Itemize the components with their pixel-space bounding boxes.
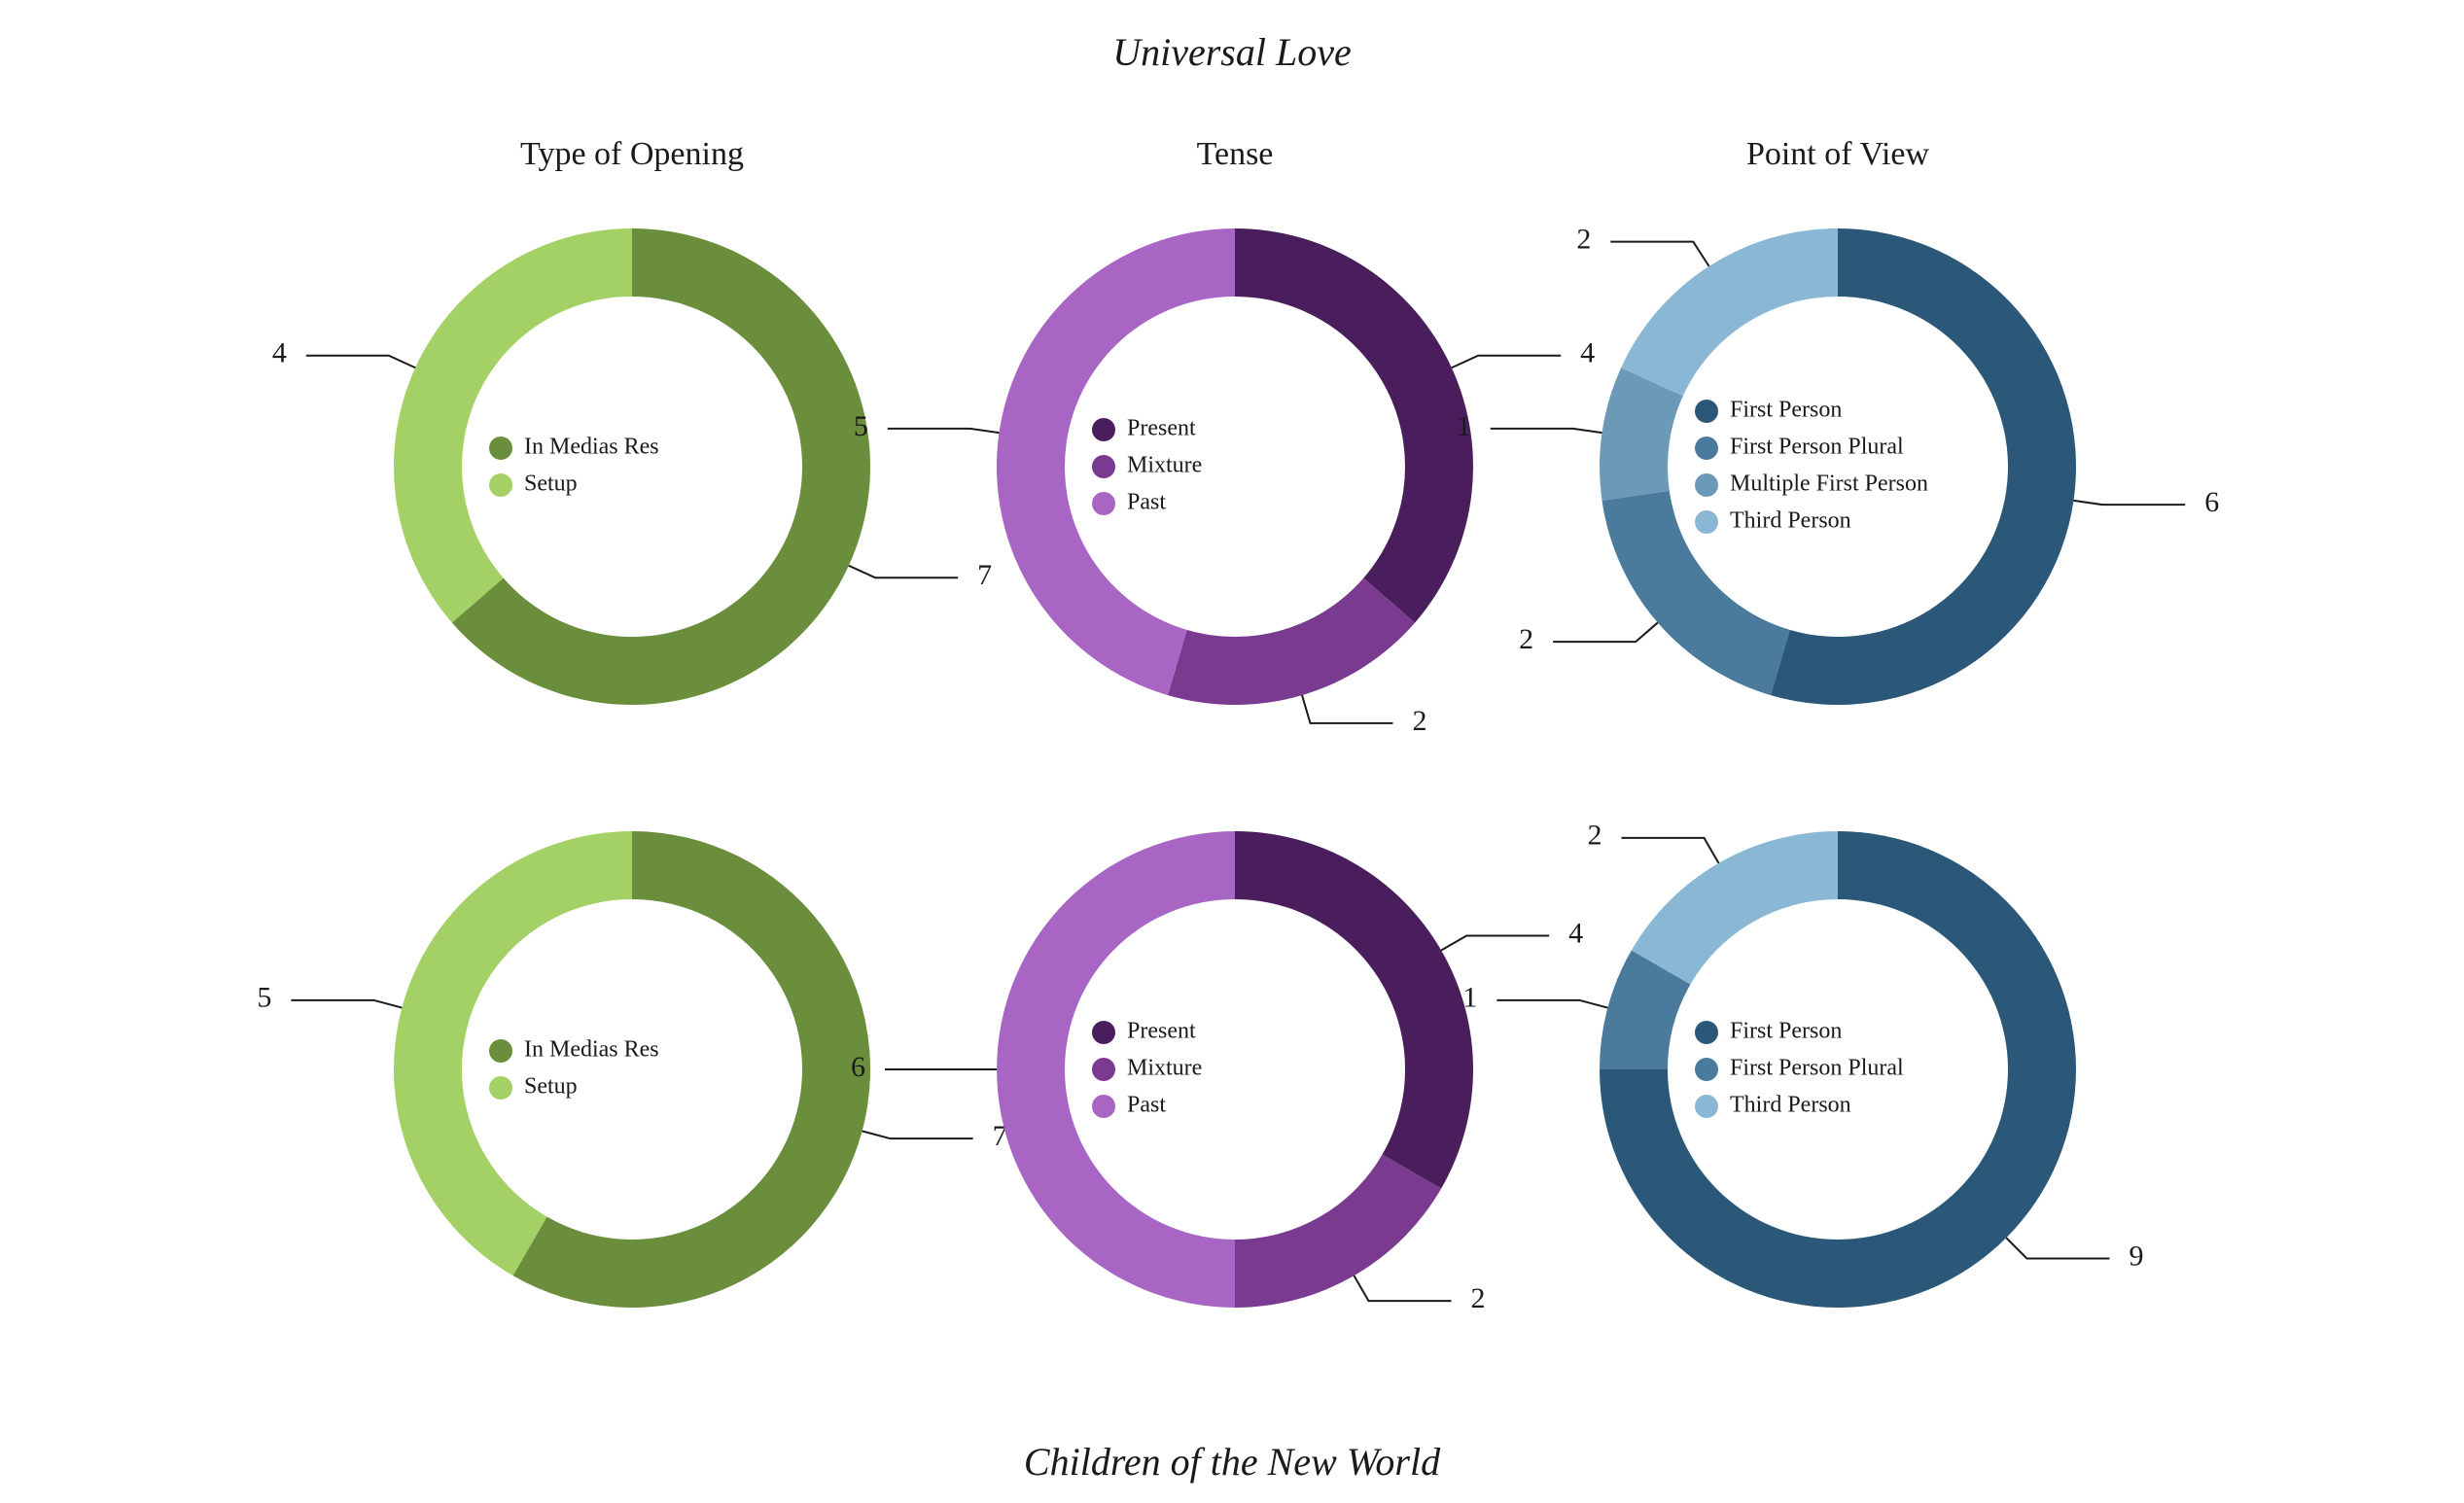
- legend-dot: [489, 473, 512, 497]
- callout-value: 4: [272, 337, 287, 369]
- donut-slice: [1235, 228, 1473, 622]
- legend-label: Setup: [524, 1074, 578, 1100]
- legend-label: Mixture: [1127, 453, 1202, 478]
- legend-dot: [1695, 510, 1718, 534]
- legend-label: Third Person: [1730, 1093, 1851, 1118]
- callout-value: 2: [1588, 820, 1602, 852]
- callout-value: 9: [2129, 1240, 2143, 1272]
- callout-line: [291, 1000, 402, 1008]
- legend-dot: [1092, 455, 1115, 478]
- legend-label: First Person Plural: [1730, 435, 1904, 460]
- donut-slice: [394, 228, 632, 622]
- donut-slice: [1771, 228, 2076, 705]
- callout-line: [1491, 429, 1602, 433]
- page-title-top: Universal Love: [0, 29, 2464, 75]
- callout-value: 5: [257, 982, 271, 1014]
- donut-universal-love-tense: 425PresentMixturePast: [895, 165, 1575, 768]
- callout-line: [888, 429, 1000, 433]
- page-title-bottom: Children of the New World: [0, 1439, 2464, 1485]
- callout-line: [306, 356, 415, 367]
- legend-dot: [1092, 1058, 1115, 1081]
- donut-universal-love-point-of-view: 6212First PersonFirst Person PluralMulti…: [1497, 165, 2178, 768]
- donut-slice: [1632, 831, 1838, 985]
- legend-dot: [1695, 1058, 1718, 1081]
- legend-label: First Person Plural: [1730, 1056, 1904, 1081]
- legend-label: In Medias Res: [524, 435, 659, 460]
- donut-children-new-world-tense: 426PresentMixturePast: [895, 768, 1575, 1371]
- legend-label: Present: [1127, 1019, 1196, 1044]
- callout-value: 2: [1412, 705, 1426, 737]
- legend-label: Third Person: [1730, 508, 1851, 534]
- callout-value: 2: [1576, 224, 1591, 256]
- legend-dot: [489, 1039, 512, 1063]
- donut-children-new-world-point-of-view: 912First PersonFirst Person PluralThird …: [1497, 768, 2178, 1371]
- legend-label: First Person: [1730, 1019, 1842, 1044]
- legend-label: Mixture: [1127, 1056, 1202, 1081]
- legend-dot: [489, 1076, 512, 1100]
- callout-line: [2074, 501, 2186, 505]
- donut-slice: [1168, 578, 1415, 705]
- legend-dot: [1695, 1021, 1718, 1044]
- legend-label: Setup: [524, 472, 578, 497]
- callout-line: [1610, 242, 1708, 266]
- legend-label: Multiple First Person: [1730, 472, 1928, 497]
- callout-value: 2: [1471, 1282, 1486, 1314]
- callout-value: 6: [851, 1051, 865, 1083]
- donut-slice: [1235, 831, 1473, 1189]
- legend-dot: [1092, 492, 1115, 515]
- callout-line: [2006, 1238, 2109, 1258]
- callout-line: [1622, 838, 1719, 863]
- legend-dot: [1092, 418, 1115, 441]
- legend-dot: [1695, 400, 1718, 423]
- legend-dot: [1695, 1095, 1718, 1118]
- callout-line: [1496, 1000, 1607, 1008]
- legend-label: In Medias Res: [524, 1037, 659, 1063]
- donut-universal-love-type-of-opening: 74In Medias ResSetup: [292, 165, 972, 768]
- callout-value: 6: [2204, 486, 2219, 518]
- donut-children-new-world-type-of-opening: 75In Medias ResSetup: [292, 768, 972, 1371]
- callout-value: 5: [854, 410, 868, 442]
- callout-value: 2: [1519, 623, 1533, 655]
- legend-label: Present: [1127, 416, 1196, 441]
- legend-dot: [1092, 1095, 1115, 1118]
- callout-value: 1: [1457, 410, 1471, 442]
- callout-line: [1355, 1276, 1452, 1301]
- legend-label: Past: [1127, 490, 1166, 515]
- callout-line: [1302, 695, 1392, 723]
- callout-value: 1: [1462, 982, 1477, 1014]
- legend-dot: [1092, 1021, 1115, 1044]
- legend-dot: [1695, 473, 1718, 497]
- donut-slice: [1621, 228, 1838, 396]
- callout-line: [1553, 622, 1658, 642]
- legend-label: Past: [1127, 1093, 1166, 1118]
- legend-label: First Person: [1730, 398, 1842, 423]
- donut-slice: [1235, 1155, 1441, 1309]
- legend-dot: [1695, 437, 1718, 460]
- legend-dot: [489, 437, 512, 460]
